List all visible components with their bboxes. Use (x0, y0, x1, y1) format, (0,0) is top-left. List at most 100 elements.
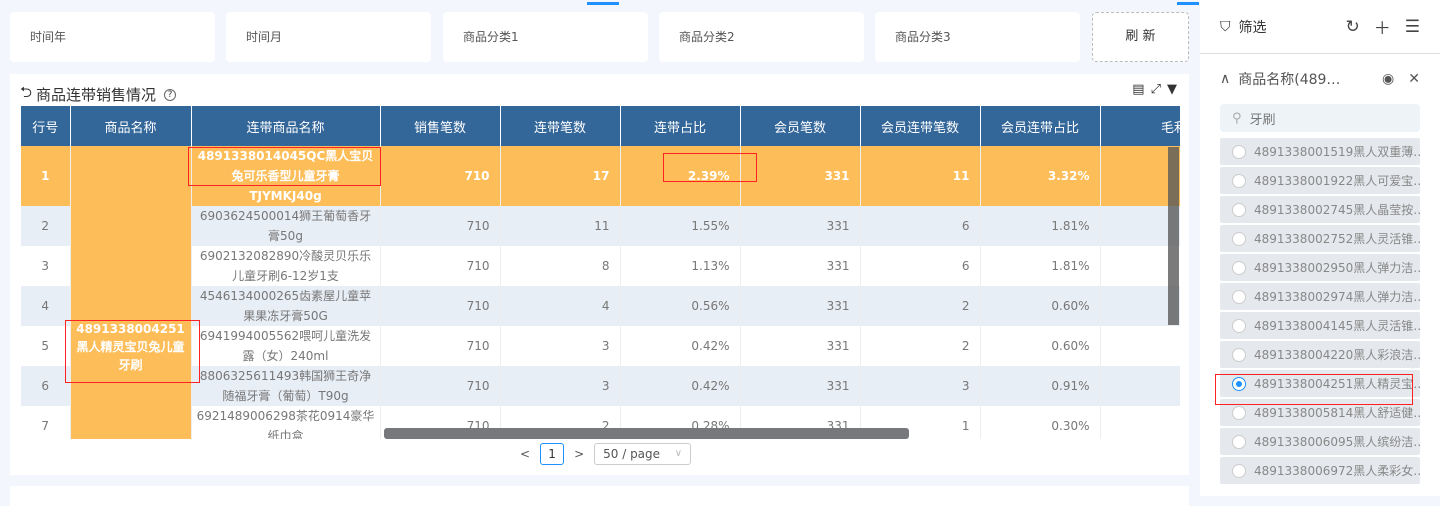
table-row[interactable]: 3 6902132082890冷酸灵贝乐乐儿童牙刷6-12岁1支 710 8 1.13%… (21, 246, 1180, 286)
table-cell: 3 (21, 246, 71, 286)
column-header[interactable]: 会员笔数 (740, 106, 861, 146)
table-cell: 710 (380, 146, 501, 206)
radio-button[interactable] (1232, 318, 1246, 333)
column-header[interactable]: 商品名称 (70, 106, 192, 146)
table-cell: 3 (500, 366, 621, 406)
table-view-icon[interactable]: ▤ (1132, 82, 1145, 97)
table-cell: 2.39% (620, 146, 741, 206)
table-cell: 6 (860, 246, 981, 286)
column-header[interactable]: 行号 (21, 106, 71, 146)
option-item[interactable]: 4891338004251黑人精灵宝… (1220, 370, 1420, 397)
column-header[interactable]: 会员连带笔数 (860, 106, 981, 146)
radio-button[interactable] (1232, 405, 1246, 420)
column-header[interactable]: 销售笔数 (380, 106, 501, 146)
table-cell: 4546134000265齿素屋儿童苹果果冻牙膏50G (191, 286, 381, 326)
search-input[interactable]: ⚲ 牙刷 (1220, 104, 1420, 132)
option-item[interactable]: 4891338002950黑人弹力洁… (1220, 254, 1420, 281)
radio-button[interactable] (1232, 231, 1246, 246)
back-icon[interactable]: ⮌ (20, 83, 33, 101)
option-label: 4891338004220黑人彩浪洁… (1254, 348, 1420, 362)
option-item[interactable]: 4891338006095黑人缤纷洁… (1220, 428, 1420, 455)
filter-month[interactable]: 时间月 (226, 12, 431, 62)
option-item[interactable]: 4891338002752黑人灵活锥… (1220, 225, 1420, 252)
option-item[interactable]: 4891338005814黑人舒适健… (1220, 399, 1420, 426)
filter-category-2[interactable]: 商品分类2 (659, 12, 864, 62)
table-cell: 1.81% (980, 246, 1101, 286)
option-item[interactable]: 4891338002745黑人晶莹按… (1220, 196, 1420, 223)
table-cell: 2 (860, 326, 981, 366)
table-cell: 2 (21, 206, 71, 246)
option-item[interactable]: 4891338004145黑人灵活锥… (1220, 312, 1420, 339)
radio-button[interactable] (1232, 463, 1246, 478)
table-row[interactable]: 5 6941994005562喂呵儿童洗发露（女）240ml 710 3 0.42% 33… (21, 326, 1180, 366)
plus-icon[interactable]: ＋ (1373, 19, 1391, 39)
column-header[interactable]: 连带笔数 (500, 106, 621, 146)
table-row[interactable]: 1 4891338004251黑人精灵宝贝兔儿童牙刷 4891338014045QC… (21, 146, 1180, 439)
option-item[interactable]: 4891338004220黑人彩浪洁… (1220, 341, 1420, 368)
table-cell: 3.32% (980, 146, 1101, 206)
table-cell: 331 (740, 326, 861, 366)
prev-page-button[interactable]: < (520, 447, 531, 461)
option-label: 4891338006095黑人缤纷洁… (1254, 435, 1420, 449)
filter-category-1[interactable]: 商品分类1 (443, 12, 648, 62)
table-cell: 3 (860, 366, 981, 406)
radio-button[interactable] (1232, 173, 1246, 188)
page-size-select[interactable]: 50 / page ∨ (594, 443, 692, 465)
radio-button[interactable] (1232, 376, 1246, 391)
column-header[interactable]: 连带占比 (620, 106, 741, 146)
table-cell: 710 (380, 206, 501, 246)
collapse-menu-icon[interactable]: ☰ (1404, 16, 1420, 37)
sidebar-title: 筛选 (1238, 19, 1267, 36)
page-size-value: 50 / page (603, 447, 661, 461)
table-row[interactable]: 6 8806325611493韩国狮王奇净随福牙膏（葡萄）T90g 710 3 0.42… (21, 366, 1180, 406)
option-label: 4891338004251黑人精灵宝… (1254, 377, 1420, 391)
table-cell: 710 (380, 366, 501, 406)
reload-icon[interactable]: ↻ (1345, 16, 1360, 37)
column-header[interactable]: 毛利带 (1100, 106, 1180, 146)
radio-button[interactable] (1232, 347, 1246, 362)
filter-category-3[interactable]: 商品分类3 (875, 12, 1080, 62)
column-header[interactable]: 连带商品名称 (191, 106, 381, 146)
table-cell: 6903624500014狮王葡萄香牙膏50g (191, 206, 381, 246)
table-cell: 1高毛利 (1100, 286, 1180, 326)
table-cell: 6921489006298茶花0914豪华纸巾盒 (191, 406, 381, 439)
radio-button[interactable] (1232, 202, 1246, 217)
page-1-button[interactable]: 1 (540, 443, 565, 465)
vertical-scrollbar[interactable] (1168, 147, 1179, 325)
table-cell: 1高毛利 (1100, 246, 1180, 286)
radio-button[interactable] (1232, 289, 1246, 304)
column-header[interactable]: 会员连带占比 (980, 106, 1101, 146)
eye-icon[interactable]: ◉ (1382, 71, 1395, 87)
horizontal-scrollbar[interactable] (384, 428, 909, 439)
expand-icon[interactable]: ⤢ (1150, 82, 1161, 97)
table-cell: 1高毛利 (1100, 366, 1180, 406)
radio-button[interactable] (1232, 144, 1246, 159)
radio-button[interactable] (1232, 434, 1246, 449)
table-cell: 1高毛利 (1100, 406, 1180, 439)
option-item[interactable]: 4891338001922黑人可爱宝… (1220, 167, 1420, 194)
table-row[interactable]: 2 6903624500014狮王葡萄香牙膏50g 710 11 1.55% 331 6 1.… (21, 206, 1180, 246)
option-label: 4891338001922黑人可爱宝… (1254, 174, 1420, 188)
close-icon[interactable]: ✕ (1408, 71, 1420, 87)
product-name-cell[interactable]: 4891338004251黑人精灵宝贝兔儿童牙刷 (70, 146, 192, 439)
pagination: < 1 > 50 / page ∨ (520, 443, 692, 465)
table-cell: 4 (500, 286, 621, 326)
option-label: 4891338001519黑人双重薄… (1254, 145, 1420, 159)
option-item[interactable]: 4891338001519黑人双重薄… (1220, 138, 1420, 165)
refresh-button[interactable]: 刷 新 (1092, 12, 1189, 62)
table-row[interactable]: 4 4546134000265齿素屋儿童苹果果冻牙膏50G 710 4 0.56% 331… (21, 286, 1180, 326)
option-item[interactable]: 4891338006972黑人柔彩女… (1220, 457, 1420, 484)
table-cell: 1.13% (620, 246, 741, 286)
option-label: 4891338002974黑人弹力洁… (1254, 290, 1420, 304)
filter-year[interactable]: 时间年 (10, 12, 215, 62)
filter-icon[interactable]: ▼ (1167, 82, 1177, 97)
radio-button[interactable] (1232, 260, 1246, 275)
option-label: 4891338005814黑人舒适健… (1254, 406, 1420, 420)
option-list: 4891338001519黑人双重薄… 4891338001922黑人可爱宝… 48… (1220, 138, 1420, 486)
option-item[interactable]: 4891338002974黑人弹力洁… (1220, 283, 1420, 310)
chevron-up-icon[interactable]: ∧ (1220, 71, 1231, 87)
help-icon[interactable]: ? (164, 88, 177, 101)
search-value: 牙刷 (1249, 112, 1276, 128)
next-page-button[interactable]: > (574, 447, 585, 461)
table-cell: 0.56% (620, 286, 741, 326)
